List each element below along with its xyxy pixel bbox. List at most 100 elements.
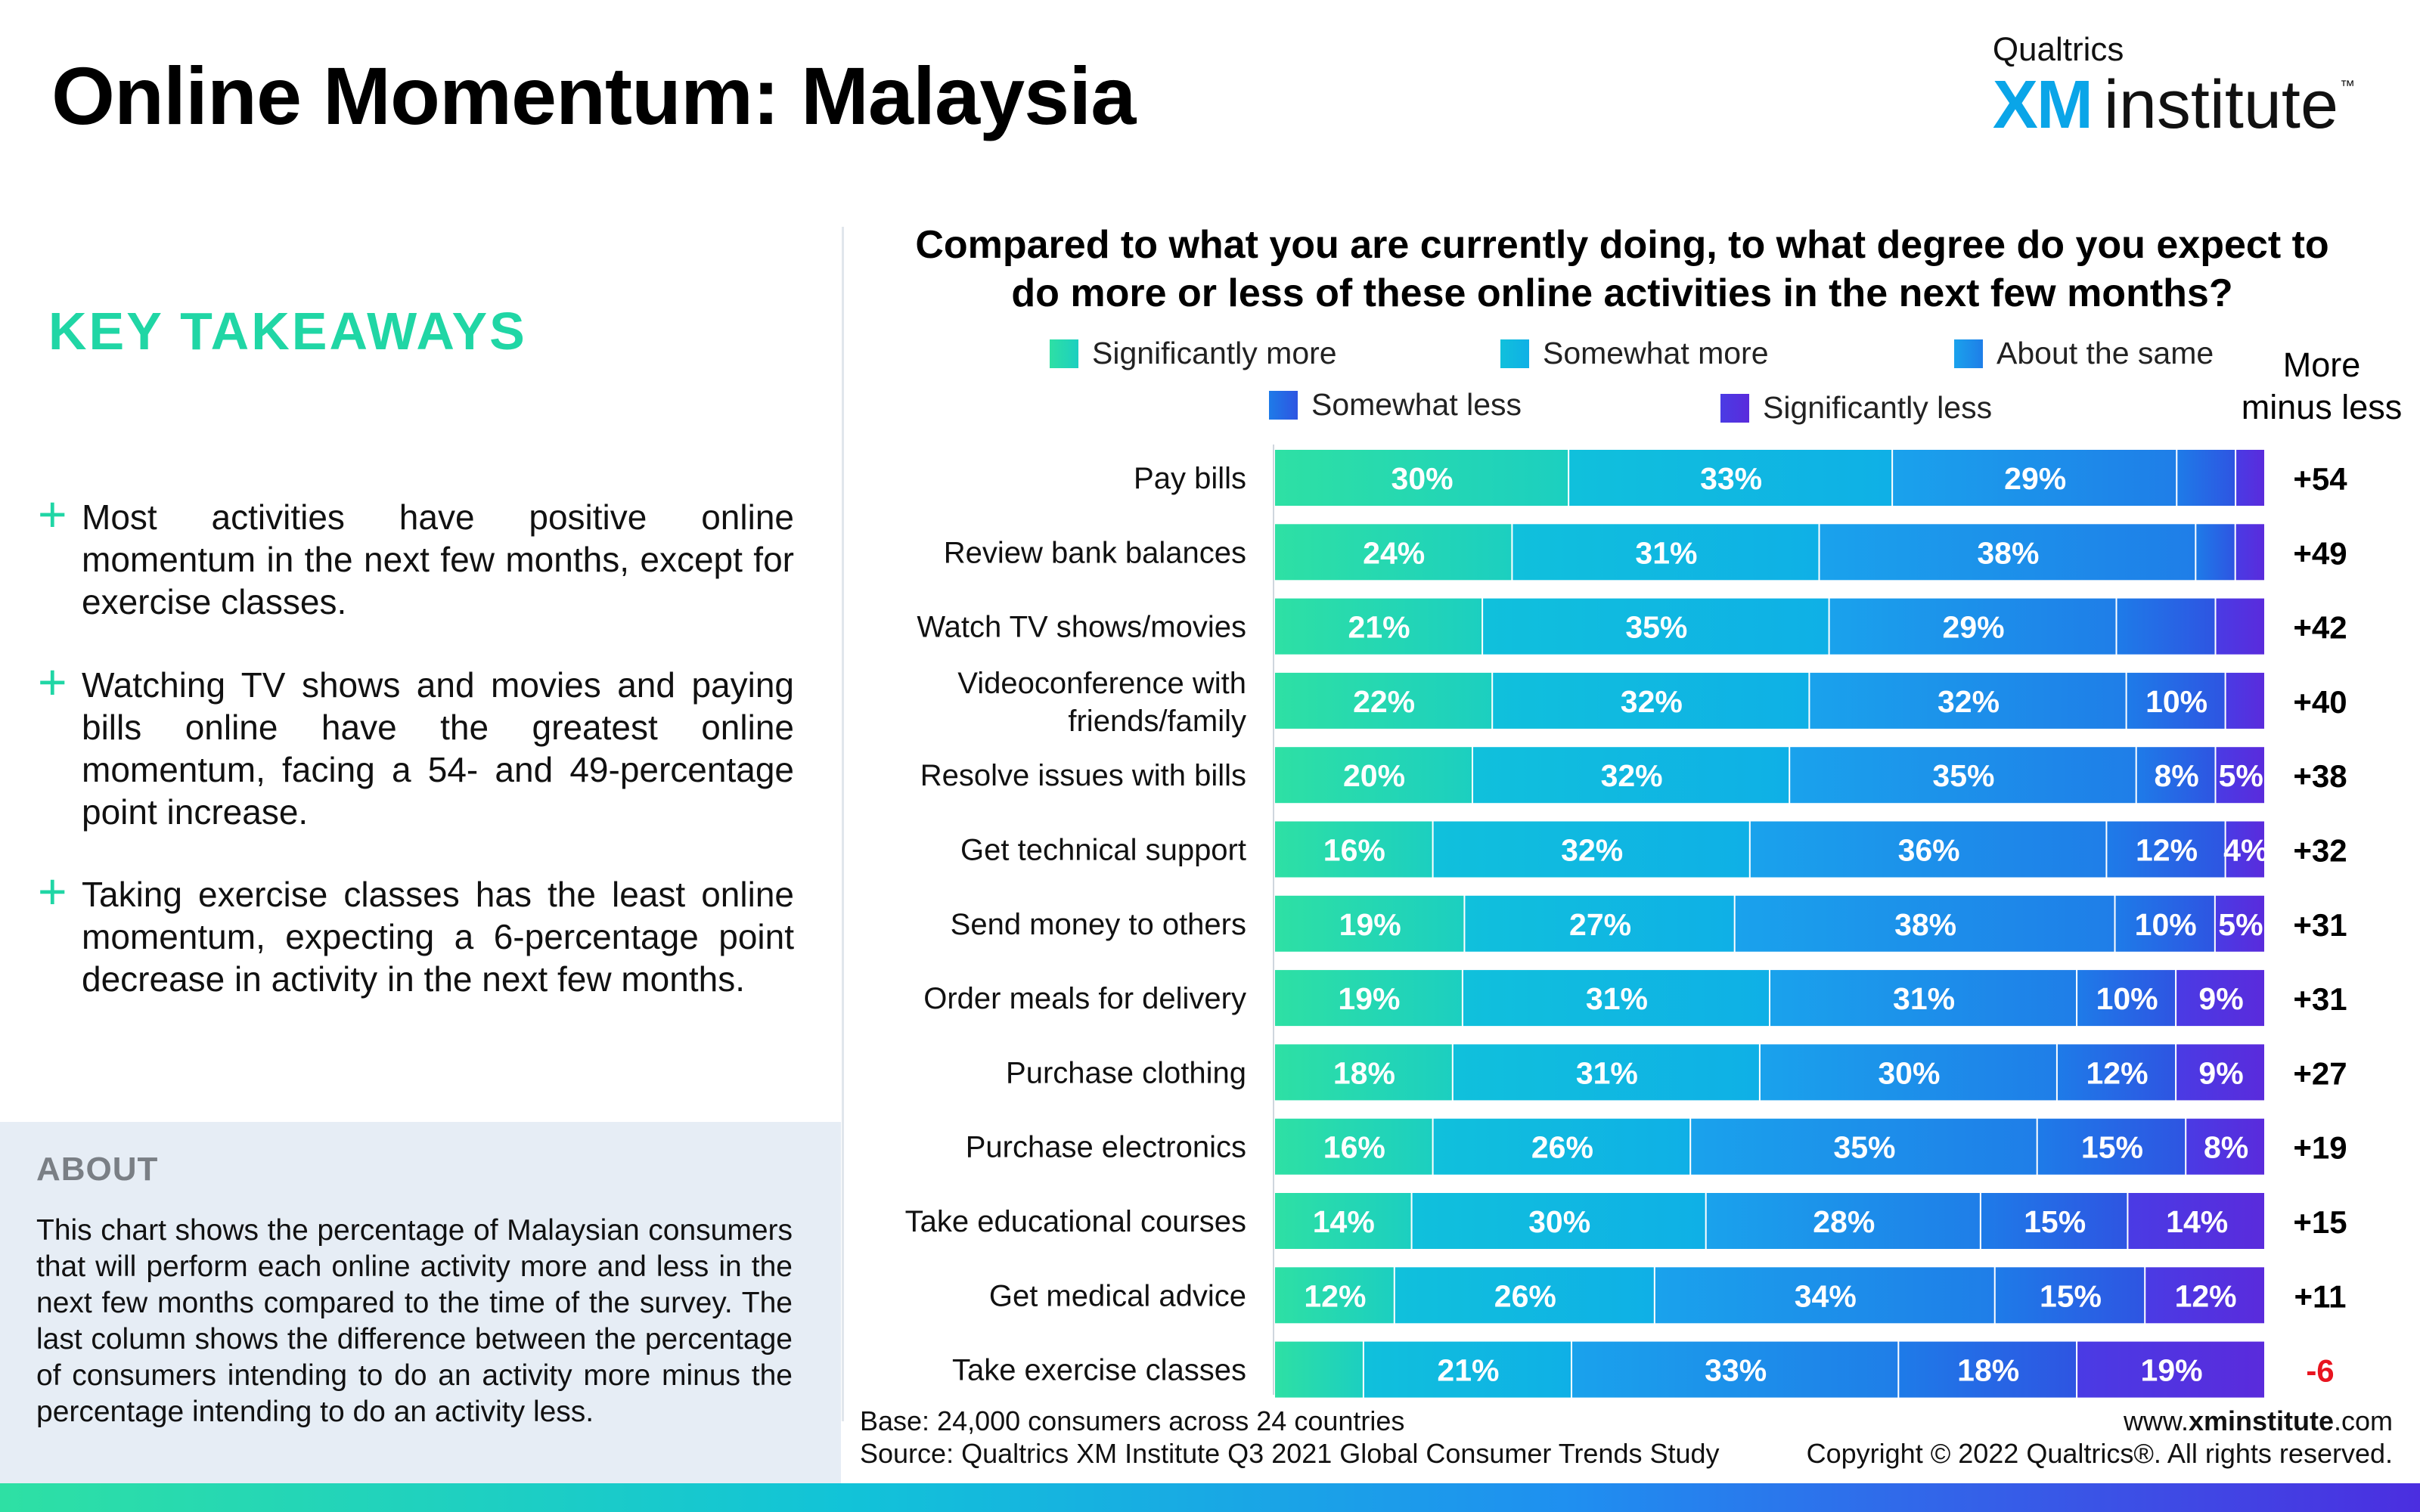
- bar-segment: [2037, 1118, 2186, 1175]
- data-label: 16%: [1323, 833, 1385, 868]
- bar-segment: [1395, 1267, 1654, 1324]
- bar-segment: [1899, 1341, 2077, 1398]
- category-label: Get technical support: [960, 834, 1246, 867]
- category-label: Take educational courses: [905, 1205, 1246, 1238]
- data-label: 19%: [2141, 1353, 2203, 1388]
- category-label: Videoconference with: [957, 667, 1246, 700]
- plus-icon: +: [38, 486, 67, 542]
- bar-segment: [2115, 895, 2214, 952]
- bar-segment: [2216, 747, 2264, 804]
- about-text: This chart shows the percentage of Malay…: [36, 1214, 793, 1428]
- bar-segment: [1691, 1118, 2037, 1175]
- category-label: Purchase electronics: [966, 1131, 1246, 1164]
- legend-label: Significantly less: [1763, 390, 1993, 425]
- data-label: 15%: [2024, 1204, 2086, 1239]
- legend-label: Significantly more: [1092, 336, 1337, 370]
- bar-segment: [1364, 1341, 1571, 1398]
- more-minus-less-line1: More: [2282, 345, 2361, 384]
- net-value: +38: [2293, 758, 2347, 794]
- bar-segment: [1655, 1267, 1994, 1324]
- net-value: +11: [2294, 1278, 2347, 1314]
- more-minus-less-line2: minus less: [2241, 388, 2403, 426]
- category-label: Take exercise classes: [952, 1354, 1246, 1387]
- bar-segment: [1275, 970, 1462, 1027]
- footer-source: Base: 24,000 consumers across 24 countri…: [860, 1405, 1720, 1470]
- footer-url-bold: xminstitute: [2188, 1405, 2334, 1436]
- data-label: 29%: [2004, 461, 2066, 496]
- net-value: -6: [2306, 1353, 2334, 1389]
- bar-segment: [2127, 672, 2225, 729]
- category-label: Watch TV shows/movies: [917, 611, 1246, 644]
- data-label: 4%: [2223, 833, 2268, 868]
- legend-label: About the same: [1996, 336, 2214, 370]
- data-label: 38%: [1894, 907, 1956, 942]
- bar-segment: [2117, 598, 2215, 655]
- bar-segment: [1463, 970, 1769, 1027]
- data-label: 31%: [1586, 981, 1648, 1016]
- category-label: Review bank balances: [944, 536, 1246, 569]
- legend-swatch: [1050, 339, 1078, 368]
- brand-logo: Qualtrics XM institute ™: [1992, 31, 2355, 144]
- legend-item-somewhat-more: Somewhat more: [1500, 336, 1769, 371]
- data-label: 21%: [1437, 1353, 1499, 1388]
- net-value: +31: [2293, 907, 2347, 943]
- data-label: 20%: [1343, 758, 1405, 793]
- bar-segment: [2176, 970, 2264, 1027]
- about-title: ABOUT: [36, 1151, 159, 1188]
- bar-segment: [1493, 672, 1809, 729]
- footer-url-suffix: .com: [2333, 1405, 2393, 1436]
- takeaway-item: + Watching TV shows and movies and payin…: [38, 654, 794, 833]
- bar-segment: [1465, 895, 1734, 952]
- legend-swatch: [1500, 339, 1529, 368]
- net-value: +40: [2293, 684, 2347, 720]
- data-label: 26%: [1494, 1278, 1556, 1313]
- legend-item-somewhat-less: Somewhat less: [1269, 387, 1522, 423]
- bar-segment: [1512, 524, 1819, 581]
- bar-segment: [1275, 598, 1482, 655]
- legend-item-significantly-less: Significantly less: [1720, 390, 1992, 426]
- takeaway-text: Most activities have positive online mom…: [82, 497, 794, 621]
- bar-segment: [1981, 1193, 2127, 1249]
- data-label: 14%: [2166, 1204, 2228, 1239]
- plus-icon: +: [38, 863, 67, 919]
- plus-icon: +: [38, 654, 67, 710]
- data-label: 30%: [1392, 461, 1454, 496]
- bar-segment: [1433, 1118, 1690, 1175]
- data-label: 18%: [1333, 1055, 1395, 1090]
- data-label: 5%: [2219, 758, 2263, 793]
- bar-segment: [2176, 1044, 2264, 1101]
- net-value: +32: [2293, 833, 2347, 869]
- bar-segment: [2226, 672, 2264, 729]
- bar-segment: [1412, 1193, 1705, 1249]
- takeaway-text: Watching TV shows and movies and paying …: [82, 665, 794, 832]
- footer-base: Base: 24,000 consumers across 24 countri…: [860, 1405, 1405, 1436]
- bar-segment: [1275, 450, 1568, 506]
- footer-source-text: Source: Qualtrics XM Institute Q3 2021 G…: [860, 1438, 1720, 1469]
- data-label: 24%: [1363, 535, 1425, 570]
- category-label: friends/family: [1068, 705, 1246, 738]
- chart-question-line2: do more or less of these online activiti…: [1011, 271, 2233, 315]
- data-label: 33%: [1705, 1353, 1767, 1388]
- brand-trademark: ™: [2340, 78, 2355, 95]
- net-value: +31: [2293, 981, 2347, 1017]
- brand-institute: institute: [2103, 67, 2338, 144]
- net-value: +54: [2293, 461, 2347, 497]
- legend-label: Somewhat more: [1543, 336, 1769, 370]
- about-panel: [0, 1122, 841, 1483]
- bottom-gradient-bar: [0, 1483, 2420, 1512]
- page-title: Online Momentum: Malaysia: [51, 50, 1136, 141]
- data-label: 12%: [2175, 1278, 2237, 1313]
- footer-url[interactable]: www.xminstitute.com: [1807, 1405, 2393, 1437]
- footer-copyright-text: Copyright © 2022 Qualtrics®. All rights …: [1806, 1438, 2393, 1469]
- data-label: 12%: [2086, 1055, 2148, 1090]
- brand-xm: XM: [1992, 67, 2093, 144]
- data-label: 12%: [1304, 1278, 1366, 1313]
- data-label: 9%: [2198, 981, 2243, 1016]
- bar-segment: [2145, 1267, 2264, 1324]
- data-label: 10%: [2135, 907, 2197, 942]
- legend-item-about-the-same: About the same: [1954, 336, 2214, 371]
- data-label: 10%: [2096, 981, 2158, 1016]
- data-label: 34%: [1795, 1278, 1857, 1313]
- net-value: +15: [2293, 1204, 2347, 1240]
- data-label: 10%: [2145, 684, 2207, 719]
